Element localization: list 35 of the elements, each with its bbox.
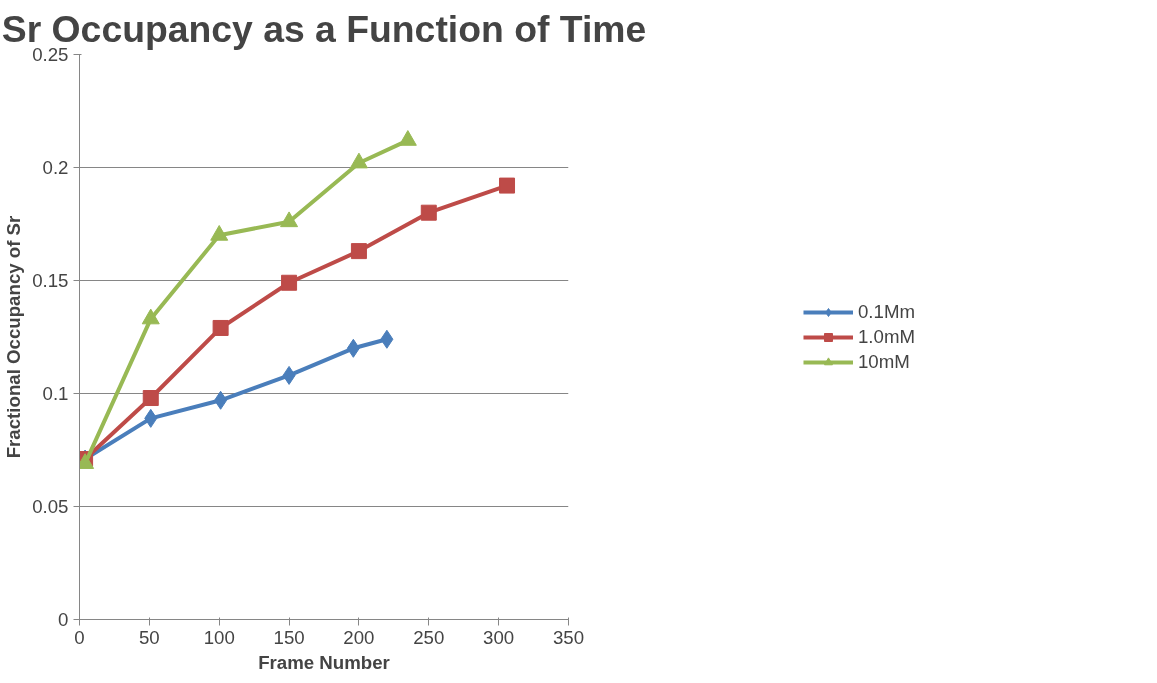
- legend-label: 10mM: [857, 350, 910, 373]
- point: [142, 390, 159, 407]
- legend-label: 0.1Mm: [857, 300, 916, 323]
- point: [144, 408, 158, 428]
- point: [349, 152, 368, 169]
- y-tick-label: 0.15: [32, 270, 69, 291]
- point: [499, 177, 516, 194]
- point: [398, 130, 417, 146]
- x-tick-label: 200: [343, 626, 375, 648]
- x-tick-label: 100: [203, 626, 235, 648]
- point: [380, 329, 394, 349]
- legend-label: 1.0mM: [857, 325, 916, 348]
- y-tick-label: 0.1: [42, 383, 69, 404]
- y-tick-label: 0: [58, 609, 69, 630]
- y-tick-label: 0.2: [42, 157, 69, 178]
- x-tick-label: 350: [552, 626, 585, 648]
- y-axis-title: Fractional Occupancy of Sr: [3, 215, 25, 459]
- y-tick-label: 0.05: [32, 496, 69, 517]
- point: [141, 308, 160, 325]
- point: [282, 365, 296, 385]
- point: [350, 243, 367, 260]
- point: [280, 211, 299, 228]
- point: [212, 319, 229, 336]
- y-tick-label: 0.25: [32, 44, 69, 65]
- x-tick-label: 50: [138, 626, 160, 648]
- point: [210, 224, 229, 241]
- x-tick-label: 150: [273, 626, 305, 648]
- point: [214, 390, 228, 410]
- x-tick-label: 0: [74, 626, 85, 648]
- point: [281, 274, 298, 291]
- x-axis-title: Frame Number: [258, 651, 390, 673]
- point: [346, 338, 360, 358]
- x-tick-label: 250: [413, 626, 445, 648]
- x-tick-label: 300: [483, 626, 515, 648]
- point: [420, 204, 437, 221]
